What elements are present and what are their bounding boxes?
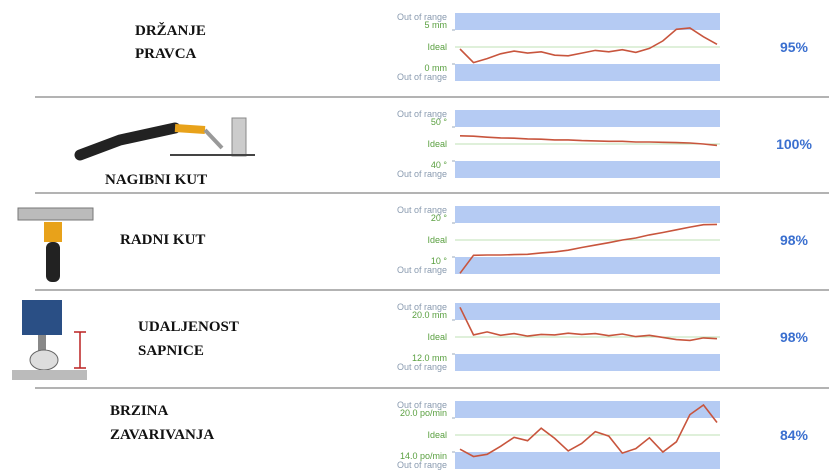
- out-of-range-band: [455, 161, 720, 178]
- row-label: PRAVCA: [135, 46, 197, 62]
- percent: 98%: [780, 329, 809, 345]
- out-of-range-label: Out of range: [397, 205, 447, 215]
- torch-nozzle: [175, 128, 205, 130]
- plate: [12, 370, 87, 380]
- out-of-range-band: [455, 354, 720, 371]
- ideal-label: Ideal: [427, 42, 447, 52]
- out-of-range-label: Out of range: [397, 265, 447, 275]
- out-of-range-label: Out of range: [397, 400, 447, 410]
- out-of-range-label: Out of range: [397, 362, 447, 372]
- out-of-range-label: Out of range: [397, 302, 447, 312]
- weld-pool: [30, 350, 58, 370]
- out-of-range-label: Out of range: [397, 12, 447, 22]
- distance-marker: [74, 332, 86, 368]
- screen: DRŽANJEPRAVCA0 mm5 mmOut of rangeIdealOu…: [0, 0, 829, 471]
- out-of-range-label: Out of range: [397, 109, 447, 119]
- out-of-range-band: [455, 401, 720, 418]
- torch-icon: [80, 118, 255, 156]
- wire: [205, 130, 222, 148]
- row-label: NAGIBNI KUT: [105, 172, 207, 188]
- torch-nozzle: [44, 222, 62, 242]
- plate: [18, 208, 93, 220]
- work-angle-icon: [18, 208, 93, 282]
- row-label: ZAVARIVANJA: [110, 427, 214, 443]
- page: DRŽANJEPRAVCA0 mm5 mmOut of rangeIdealOu…: [0, 0, 829, 471]
- row-label: UDALJENOST: [138, 319, 239, 335]
- trace: [460, 28, 717, 63]
- row-label: BRZINA: [110, 403, 169, 419]
- ideal-label: Ideal: [427, 139, 447, 149]
- nozzle: [22, 300, 62, 335]
- percent: 98%: [780, 232, 809, 248]
- percent: 84%: [780, 427, 809, 443]
- out-of-range-label: Out of range: [397, 72, 447, 82]
- row-label: DRŽANJE: [135, 22, 206, 39]
- out-of-range-band: [455, 64, 720, 81]
- out-of-range-label: Out of range: [397, 460, 447, 470]
- out-of-range-band: [455, 13, 720, 30]
- percent: 100%: [776, 136, 812, 152]
- out-of-range-band: [455, 110, 720, 127]
- out-of-range-band: [455, 206, 720, 223]
- row-label: RADNI KUT: [120, 232, 205, 248]
- ideal-label: Ideal: [427, 235, 447, 245]
- plate: [232, 118, 246, 156]
- ideal-label: Ideal: [427, 332, 447, 342]
- torch-handle: [46, 242, 60, 282]
- out-of-range-band: [455, 452, 720, 469]
- ideal-label: Ideal: [427, 430, 447, 440]
- torch-handle: [80, 128, 175, 155]
- row-label: SAPNICE: [138, 343, 204, 359]
- out-of-range-band: [455, 303, 720, 320]
- out-of-range-label: Out of range: [397, 169, 447, 179]
- nozzle-distance-icon: [12, 300, 87, 380]
- out-of-range-band: [455, 257, 720, 274]
- percent: 95%: [780, 39, 809, 55]
